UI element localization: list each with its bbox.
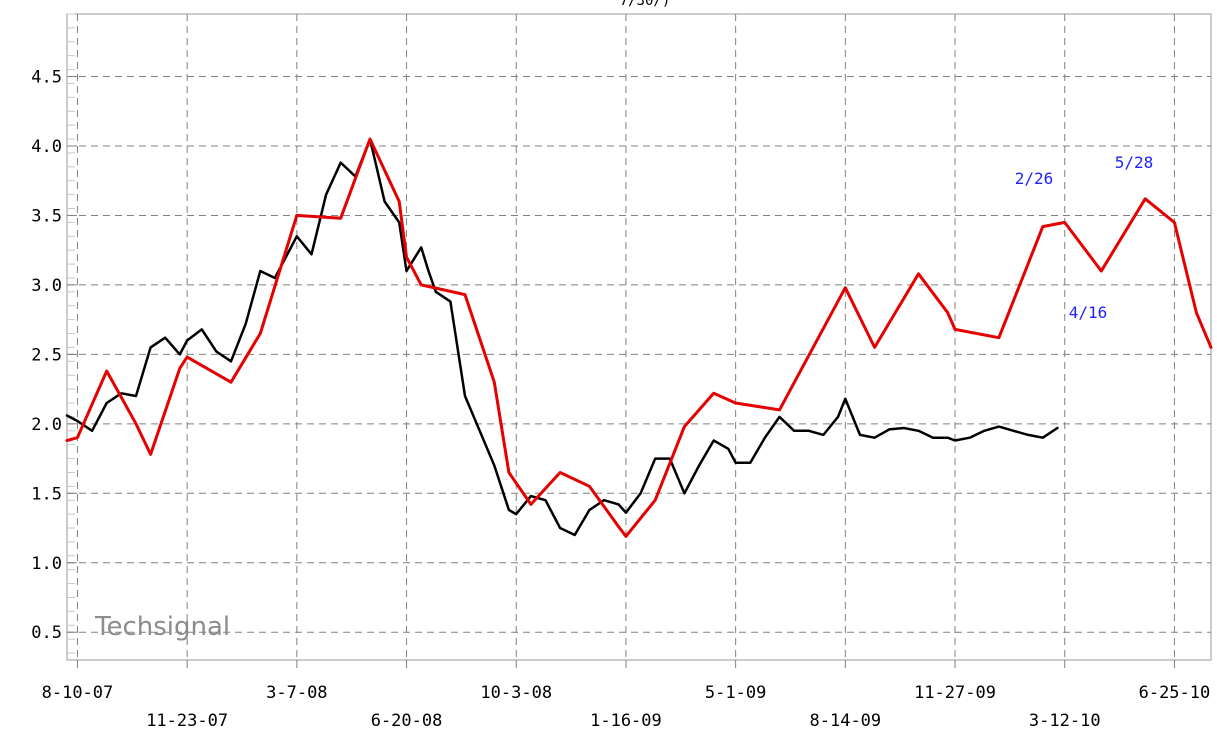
y-tick-label: 0.5: [31, 623, 62, 643]
x-tick-label: 10-3-08: [480, 683, 552, 703]
x-tick-label: 5-1-09: [705, 683, 766, 703]
x-tick-labels: 8-10-07 3-7-08 10-3-08 5-1-09 11-27-09 6-25-1…: [42, 683, 1211, 729]
minor-ticks: [67, 13, 75, 654]
x-tick-label: 1-16-09: [590, 711, 662, 729]
annotation-label: 2/26: [1015, 169, 1054, 188]
series-line: [65, 137, 1213, 538]
y-tick-label: 3.0: [31, 276, 62, 296]
x-tick-label: 3-7-08: [266, 683, 327, 703]
series-line: [65, 137, 1059, 537]
y-tick-label: 4.0: [31, 137, 62, 157]
x-tick-label: 11-23-07: [146, 711, 228, 729]
x-tick-label: 6-20-08: [371, 711, 443, 729]
x-tick-label: 8-14-09: [810, 711, 882, 729]
y-tick-label: 4.5: [31, 68, 62, 88]
x-tick-label: 8-10-07: [42, 683, 114, 703]
y-tick-labels: 0.5 1.0 1.5 2.0 2.5 3.0 3.5 4.0 4.5: [31, 68, 62, 644]
watermark-label: Techsignal: [94, 612, 230, 642]
y-tick-label: 2.5: [31, 345, 62, 365]
x-tick-label: 3-12-10: [1029, 711, 1101, 729]
y-tick-label: 2.0: [31, 415, 62, 435]
y-tick-label: 3.5: [31, 206, 62, 226]
x-tick-label: 6-25-10: [1139, 683, 1211, 703]
x-tick-label: 11-27-09: [914, 683, 996, 703]
annotation-label: 5/28: [1115, 153, 1154, 172]
chart-title-fragment: 7/30/): [620, 0, 671, 9]
series-layer: [65, 137, 1213, 538]
annotation-label: 4/16: [1069, 303, 1108, 322]
y-tick-label: 1.5: [31, 484, 62, 504]
y-tick-label: 1.0: [31, 554, 62, 574]
